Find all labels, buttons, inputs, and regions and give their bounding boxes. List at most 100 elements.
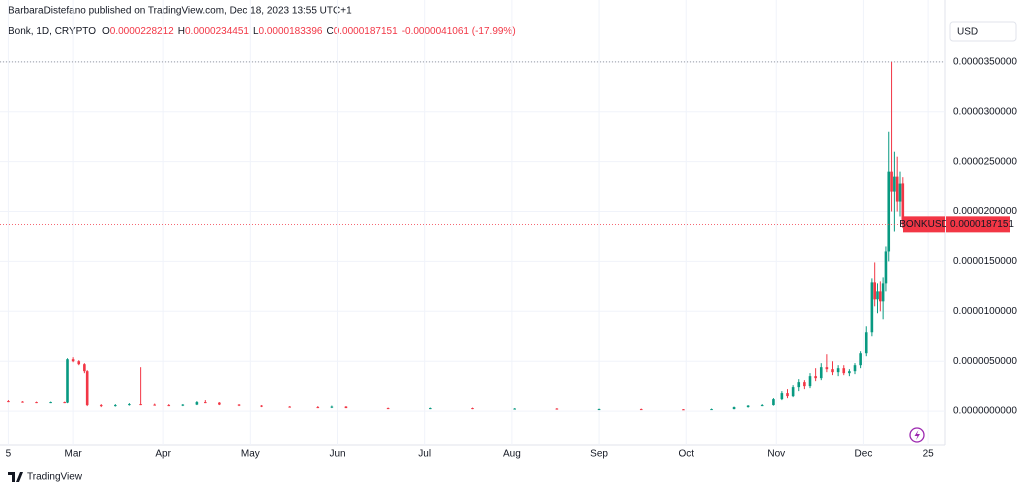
- ohlc-value: 0.0000183396: [259, 26, 323, 37]
- candle-body: [842, 368, 846, 374]
- candle-body: [555, 408, 559, 410]
- candle-body: [139, 404, 142, 406]
- candle-body: [7, 401, 10, 403]
- candle-body: [814, 376, 817, 379]
- x-tick-label: Jul: [418, 449, 431, 460]
- y-tick-label: 0.0000000000: [953, 406, 1017, 417]
- x-tick-label: Nov: [767, 449, 785, 460]
- candle-body: [471, 408, 474, 410]
- candle-body: [870, 282, 874, 333]
- y-tick-label: 0.0000350000: [953, 57, 1017, 68]
- candle-body: [195, 402, 199, 405]
- price-tag-box: [946, 216, 1010, 233]
- symbol: Bonk, 1D, CRYPTO: [8, 26, 96, 37]
- candle-body: [901, 183, 905, 225]
- candle-body: [49, 402, 52, 404]
- candle-body: [786, 393, 789, 397]
- footer-logo: [8, 472, 23, 482]
- price-tag-symbol: BONKUSD: [899, 219, 948, 230]
- ohlc-label: O: [102, 26, 110, 37]
- candle-body: [153, 404, 156, 406]
- candle-body: [746, 405, 750, 408]
- candle-body: [85, 371, 89, 406]
- footer: TradingView: [27, 472, 83, 483]
- y-tick-label: 0.0000300000: [953, 106, 1017, 117]
- candle-body: [831, 369, 834, 373]
- candle-body: [890, 171, 893, 192]
- candle-body: [597, 409, 601, 411]
- candle-body: [128, 404, 131, 406]
- candle-body: [99, 405, 103, 407]
- candle-body: [876, 291, 879, 300]
- candle-body: [513, 408, 516, 410]
- y-tick-label: 0.0000050000: [953, 356, 1017, 367]
- y-tick-label: 0.0000100000: [953, 306, 1017, 317]
- x-tick-label: May: [241, 449, 260, 460]
- candle-body: [873, 282, 876, 300]
- candle-body: [898, 183, 902, 202]
- x-tick-label: 25: [923, 449, 935, 460]
- candle-body: [772, 399, 775, 406]
- currency[interactable]: USD: [957, 27, 978, 38]
- candle-body: [316, 407, 320, 409]
- candle-body: [330, 406, 334, 408]
- candle-body: [167, 405, 171, 407]
- candle-body: [639, 409, 643, 411]
- y-tick-label: 0.0000250000: [953, 156, 1017, 167]
- candle-body: [760, 405, 764, 407]
- legend: Bonk, 1D, CRYPTO O0.0000228212 H0.00002344…: [8, 26, 516, 37]
- candle-body: [848, 371, 851, 374]
- x-tick-label: Apr: [155, 449, 171, 460]
- candle-body: [260, 405, 263, 407]
- candle-body: [881, 283, 885, 302]
- ohlc-value: 0.0000187151: [334, 26, 398, 37]
- candle-body: [780, 393, 784, 400]
- candle-body: [710, 409, 713, 411]
- candle-body: [859, 353, 862, 366]
- candle-body: [181, 404, 185, 406]
- candle-body: [895, 176, 899, 202]
- candle-body: [344, 406, 348, 409]
- x-tick-label: 5: [6, 449, 12, 460]
- currency-box[interactable]: [949, 21, 1017, 42]
- x-tick-label: Oct: [678, 449, 694, 460]
- candle-body: [77, 361, 81, 365]
- ohlc-label: H: [178, 26, 185, 37]
- candle-body: [71, 359, 75, 362]
- candle-body: [114, 405, 117, 407]
- candle-body: [884, 251, 888, 284]
- candle-body: [803, 382, 806, 387]
- candle-body: [237, 404, 241, 406]
- candle-body: [66, 359, 69, 403]
- candle-body: [204, 402, 207, 404]
- alert-icon[interactable]: [909, 427, 925, 443]
- candle-body: [797, 382, 801, 388]
- candle-body: [791, 387, 795, 397]
- candle-body: [808, 376, 812, 387]
- x-tick-label: Sep: [590, 449, 608, 460]
- x-tick-label: Aug: [503, 449, 521, 460]
- ohlc-label: C: [326, 26, 333, 37]
- candle-body: [893, 176, 896, 192]
- candle-body: [682, 409, 685, 411]
- x-tick-label: Dec: [855, 449, 873, 460]
- x-tick-label: Mar: [65, 449, 83, 460]
- ohlc-label: L: [253, 26, 259, 37]
- plot: [0, 61, 945, 411]
- ohlc-value: 0.0000228212: [110, 26, 174, 37]
- y-tick-label: 0.0000150000: [953, 256, 1017, 267]
- publisher: BarbaraDistefano published on TradingVie…: [8, 6, 352, 17]
- candle-body: [732, 407, 736, 410]
- candle-body: [21, 401, 24, 403]
- price-tag: 0.0000187151: [950, 219, 1014, 230]
- candle-body: [819, 367, 823, 379]
- x-tick-label: Jun: [329, 449, 345, 460]
- candle-body: [35, 402, 38, 404]
- candle-body: [429, 408, 432, 410]
- candle-body: [386, 408, 390, 410]
- y-tick-label: 0.0000200000: [953, 206, 1017, 217]
- price-tag-symbol-box: [903, 216, 945, 233]
- ohlc-value: 0.0000234451: [185, 26, 249, 37]
- candle-body: [63, 402, 66, 404]
